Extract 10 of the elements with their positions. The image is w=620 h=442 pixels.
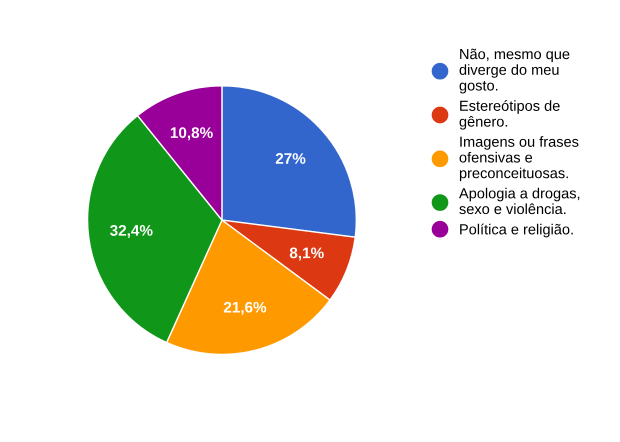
legend-label: Apologia a drogas, sexo e violência. <box>458 188 580 214</box>
legend-label: Imagens ou frases ofensivas e preconceituosas. <box>460 136 578 182</box>
legend-label: Não, mesmo que diverge do meu gosto. <box>460 48 570 94</box>
legend-label: Estereótipos de gênero. <box>460 100 560 130</box>
data-label: 21,6% <box>224 302 266 315</box>
data-label: 32,4% <box>110 225 153 238</box>
data-label: 27% <box>276 153 306 164</box>
data-label: 10,8% <box>170 127 213 140</box>
legend-label: Política e religião. <box>460 224 573 238</box>
data-label: 8,1% <box>290 247 324 260</box>
